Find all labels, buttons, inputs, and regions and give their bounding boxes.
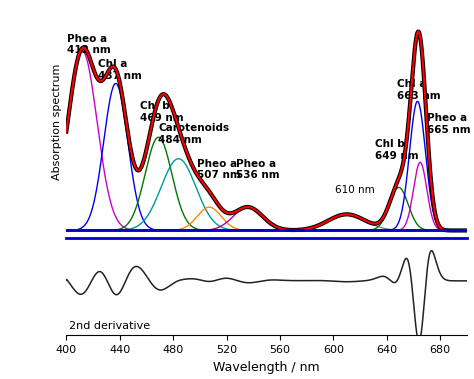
- Text: Pheo a
536 nm: Pheo a 536 nm: [236, 159, 280, 180]
- Text: Chl b
469 nm: Chl b 469 nm: [140, 101, 183, 123]
- Text: Pheo a
665 nm: Pheo a 665 nm: [427, 113, 471, 135]
- Text: Pheo a
507 nm: Pheo a 507 nm: [197, 159, 241, 180]
- Text: Chl a
663 nm: Chl a 663 nm: [398, 79, 441, 101]
- Text: Chl a
437 nm: Chl a 437 nm: [99, 60, 142, 81]
- Text: 610 nm: 610 nm: [335, 185, 374, 195]
- Text: Pheo a
412 nm: Pheo a 412 nm: [67, 33, 111, 55]
- Text: Chl b
649 nm: Chl b 649 nm: [375, 139, 419, 161]
- Text: 2nd derivative: 2nd derivative: [69, 321, 150, 331]
- Text: Carotenoids
484 nm: Carotenoids 484 nm: [158, 123, 229, 145]
- Y-axis label: Absorption spectrum: Absorption spectrum: [52, 64, 62, 180]
- X-axis label: Wavelength / nm: Wavelength / nm: [213, 361, 320, 374]
